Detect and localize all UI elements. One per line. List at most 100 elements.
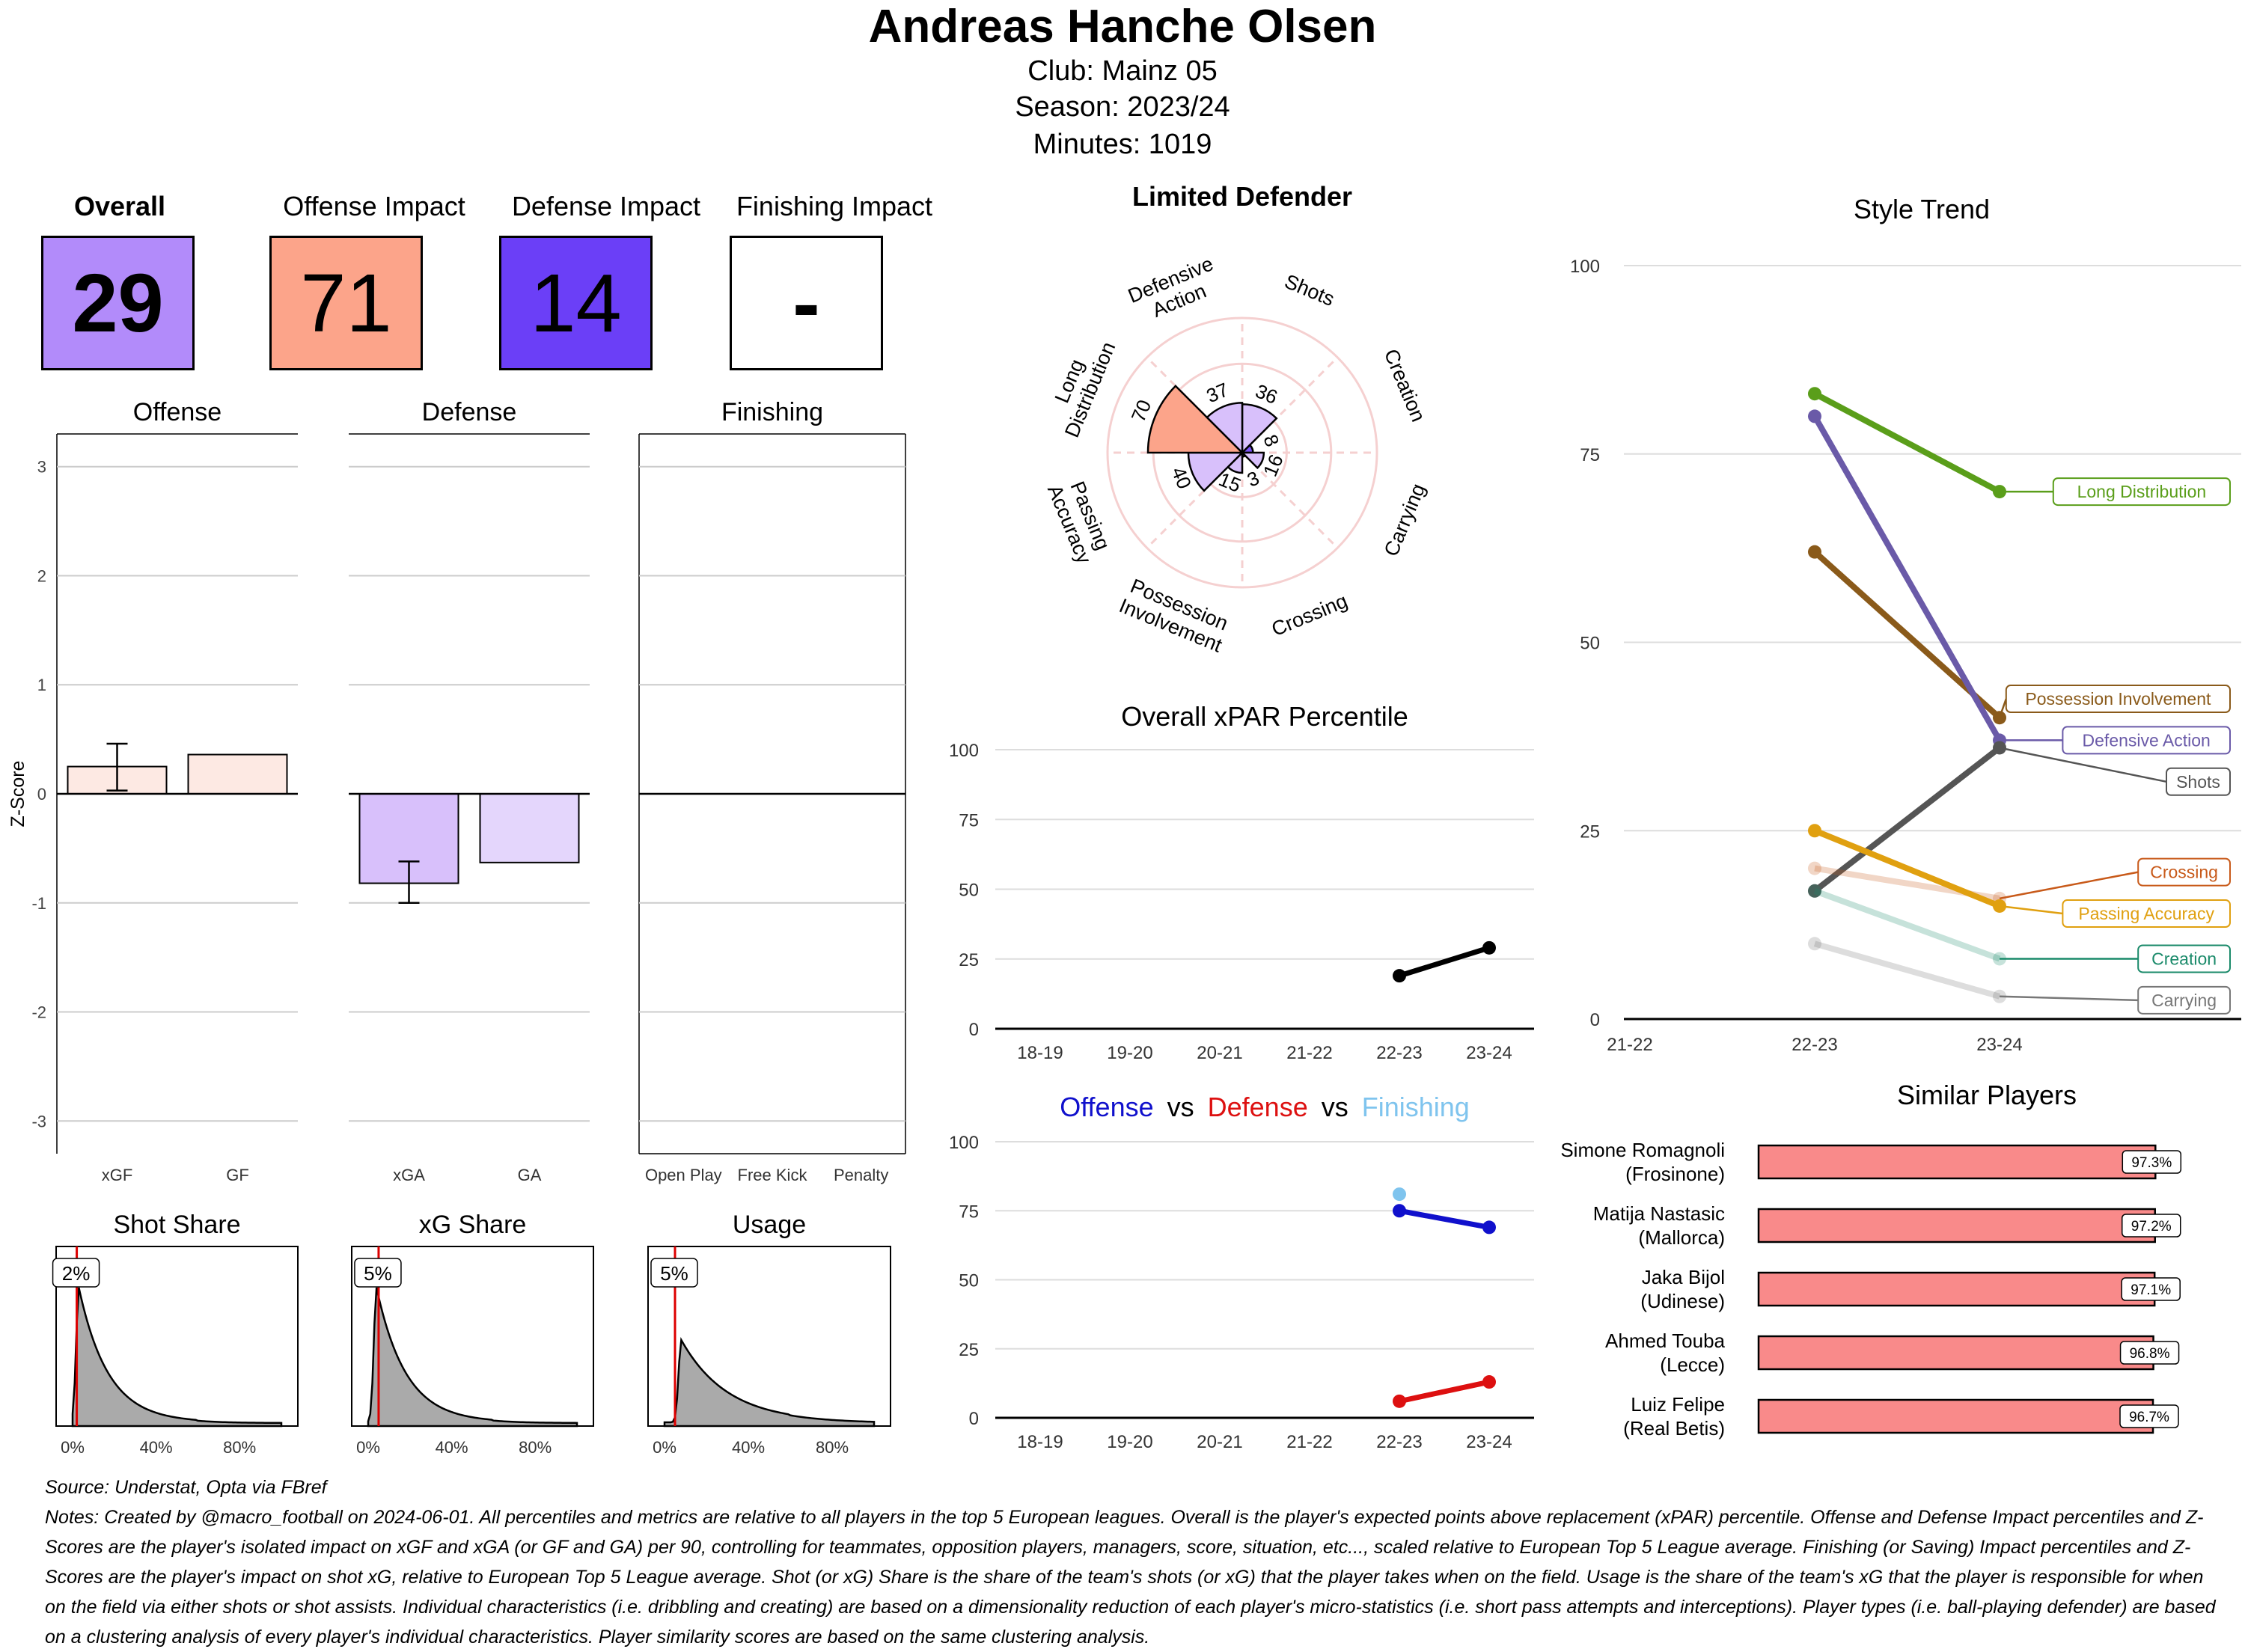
style-label-box-passing-accuracy [2062, 899, 2232, 929]
x-tick-label: 21-22 [1286, 1043, 1332, 1063]
density-value-label: 5% [364, 1262, 392, 1285]
x-tick-label: 20-21 [1197, 1043, 1242, 1063]
radar-spoke [1241, 356, 1339, 454]
club-line: Club: Mainz 05 [1027, 55, 1218, 87]
style-label-box-long-distribution [2052, 477, 2231, 507]
y-tick-label: 0 [969, 1409, 979, 1429]
density-title: xG Share [419, 1211, 527, 1239]
style-line-carrying [1813, 940, 2001, 1000]
similar-player-bar [1757, 1208, 2156, 1243]
similar-player-score: 97.1% [2131, 1282, 2171, 1298]
density-tick-label: 40% [140, 1438, 173, 1457]
series-point-defense [1393, 1394, 1406, 1408]
style-leader-possession-involvement [1998, 698, 2007, 718]
radar-title: Limited Defender [1132, 181, 1352, 212]
category-label: GF [226, 1166, 249, 1184]
style-label-box-creation [2137, 944, 2232, 973]
y-tick-label: 0 [1590, 1010, 1600, 1030]
zscore-bar-ga [479, 793, 580, 863]
similar-player-score-box [2119, 1404, 2179, 1428]
style-point-shots [1808, 884, 1821, 898]
style-label-box-crossing [2137, 857, 2232, 887]
style-point-carrying [1808, 937, 1821, 951]
style-point-crossing [1808, 861, 1821, 875]
similar-player-bar [1757, 1144, 2157, 1180]
x-tick-label: 22-23 [1376, 1043, 1422, 1063]
density-tick-label: 80% [519, 1438, 552, 1457]
similar-player-club: (Lecce) [1660, 1353, 1725, 1376]
y-tick-label: 75 [1580, 445, 1600, 465]
series-point-offense [1393, 1204, 1406, 1218]
x-tick-label: 21-22 [1607, 1035, 1652, 1055]
density-value-box [354, 1258, 402, 1288]
style-label-box-carrying [2137, 985, 2232, 1015]
series-point-offense [1482, 1220, 1496, 1235]
radar-spoke [1241, 451, 1339, 549]
zscore-axis-label: Z-Score [7, 761, 28, 827]
source-note: Source: Understat, Opta via FBref [45, 1477, 327, 1498]
density-area [367, 1287, 578, 1428]
xpar-title: Overall xPAR Percentile [1121, 701, 1408, 732]
style-label-shots: Shots [2176, 772, 2220, 792]
zscore-tick-label: 3 [37, 458, 46, 477]
category-label: Penalty [834, 1166, 888, 1184]
density-tick-label: 0% [61, 1438, 85, 1457]
category-label: Open Play [645, 1166, 722, 1184]
radar-category-label: Shots [1281, 270, 1337, 310]
x-tick-label: 20-21 [1197, 1432, 1242, 1452]
series-line [1398, 945, 1491, 979]
score-box-offense: 71 [269, 236, 423, 370]
x-tick-label: 22-23 [1792, 1035, 1837, 1055]
density-title: Usage [733, 1211, 806, 1239]
style-label-box-possession-involvement [2005, 685, 2231, 714]
radar-chart: Limited Defender36Shots8Creation16Carryi… [1043, 181, 1430, 657]
style-label-box-defensive-action [2062, 726, 2232, 755]
x-tick-label: 23-24 [1466, 1432, 1512, 1452]
panel-title-defense: Defense [422, 398, 517, 426]
density-area [663, 1336, 876, 1428]
radar-value-label: 36 [1252, 379, 1280, 409]
similar-player-score: 96.8% [2130, 1346, 2170, 1362]
zscore-bar-gf [187, 753, 288, 795]
density-charts: Shot Share 2% 0% 40% 80% xG Share 5% 0% 40% 80% Us… [52, 1211, 891, 1457]
style-leader-passing-accuracy [1999, 905, 2063, 915]
density-value-box [650, 1258, 698, 1288]
density-tick-label: 80% [223, 1438, 256, 1457]
style-line-shots [1812, 745, 2002, 893]
radar-wedge-long-distribution [1146, 385, 1245, 454]
score-label-overall: Overall [73, 191, 166, 221]
style-trend-title: Style Trend [1854, 194, 1990, 224]
y-tick-label: 100 [1570, 257, 1600, 277]
score-box-finishing: - [730, 236, 883, 370]
similar-player-score: 96.7% [2129, 1410, 2169, 1425]
x-tick-label: 18-19 [1017, 1043, 1063, 1063]
score-panel: Overall 29 Offense Impact 71 Defense Imp… [30, 191, 958, 378]
season-line: Season: 2023/24 [1015, 91, 1230, 123]
ovd-title-part: Offense [1060, 1092, 1153, 1122]
series-point-finishing [1393, 1187, 1406, 1202]
style-line-creation [1813, 888, 2001, 962]
radar-wedge-carrying [1239, 451, 1265, 470]
similar-player-score: 97.3% [2131, 1155, 2172, 1171]
player-name: Andreas Hanche Olsen [868, 1, 1377, 52]
style-point-defensive-action [1808, 409, 1821, 423]
radar-category-label: Crossing [1268, 590, 1351, 640]
similar-players-title: Similar Players [1897, 1080, 2077, 1110]
style-point-passing-accuracy [1993, 899, 2006, 913]
style-line-defensive-action [1812, 414, 2003, 742]
density-tick-label: 0% [653, 1438, 676, 1457]
series-point-defense [1482, 1375, 1496, 1389]
similar-player-bar [1757, 1335, 2154, 1371]
density-tick-label: 0% [356, 1438, 380, 1457]
similar-player-club: (Udinese) [1640, 1290, 1725, 1312]
density-tick-label: 80% [816, 1438, 849, 1457]
style-label-defensive-action: Defensive Action [2083, 730, 2211, 750]
score-box-defense: 14 [499, 236, 653, 370]
style-trend-chart: Style Trend 0 25 50 75 100 21-22 22-23 23-24 Long… [1570, 194, 2241, 1055]
similar-player-club: (Mallorca) [1638, 1226, 1725, 1249]
x-tick-label: 23-24 [1976, 1035, 2022, 1055]
radar-ring [1106, 316, 1378, 589]
radar-category-label: PossessionInvolvement [1116, 574, 1234, 657]
style-label-carrying: Carrying [2151, 991, 2217, 1010]
x-tick-label: 22-23 [1376, 1432, 1422, 1452]
